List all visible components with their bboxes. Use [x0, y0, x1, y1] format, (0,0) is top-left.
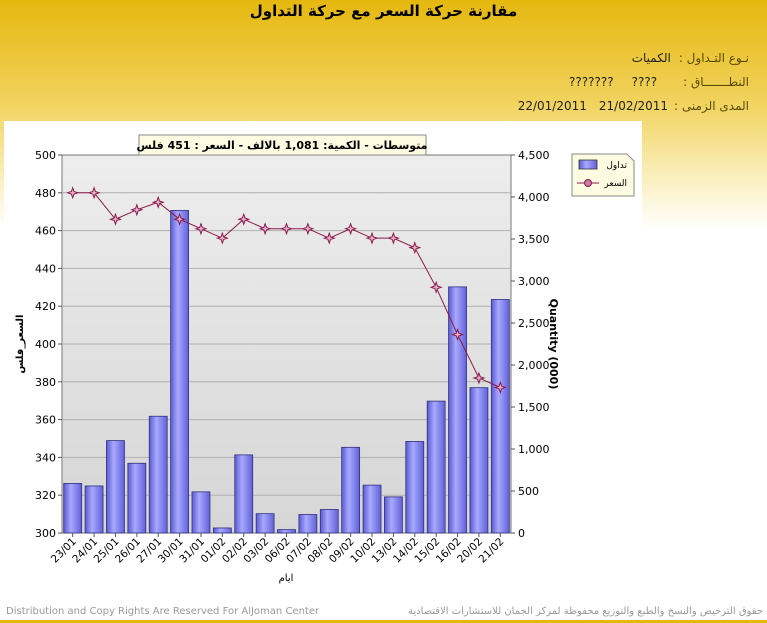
quantity-bar — [277, 529, 296, 534]
left-axis-label: السعر_فلس — [15, 315, 26, 374]
right-tick-label: 2,500 — [518, 317, 550, 330]
price-point — [173, 212, 187, 226]
chart-title-box: متوسطات - الكمية: 1,081 بالالف - السعر :… — [137, 134, 428, 156]
price-point — [344, 222, 358, 236]
right-tick-label: 4,000 — [518, 191, 550, 204]
legend-price-label: السعر — [603, 179, 627, 189]
left-tick-label: 300 — [35, 527, 56, 540]
price-point — [472, 371, 486, 385]
period-to: 21/02/2011 — [598, 99, 669, 113]
price-point — [151, 195, 165, 209]
price-point — [365, 231, 379, 245]
period-label: المدى الزمنى : — [674, 99, 749, 113]
price-point — [237, 212, 251, 226]
x-axis-label: ايام — [279, 573, 294, 584]
left-tick-label: 320 — [35, 489, 56, 502]
footer-copyright-ar: حقوق الترخيص والنسخ والطبع والتوزيع محفو… — [407, 606, 763, 617]
left-axis-ticks: 300 320 340 360 380 400 420 440 460 480 500 — [35, 149, 62, 540]
legend-item-price: السعر — [577, 179, 627, 189]
quantity-bar — [84, 485, 104, 534]
right-axis-label: Quantity (000) — [547, 299, 560, 390]
price-point — [66, 186, 80, 200]
left-tick-label: 440 — [35, 262, 56, 275]
price-point — [301, 222, 315, 236]
legend-quantity-label: تداول — [606, 161, 627, 171]
chart-panel: 300 320 340 360 380 400 420 440 460 480 500 0 500 1,… — [4, 121, 642, 600]
price-point — [130, 203, 144, 217]
quantity-bar — [127, 462, 147, 534]
price-point — [87, 186, 101, 200]
left-tick-label: 340 — [35, 451, 56, 464]
price-line — [66, 186, 507, 394]
price-point — [279, 222, 294, 236]
price-point — [451, 328, 465, 342]
left-tick-label: 380 — [35, 376, 56, 389]
x-axis-ticks: 23/0124/0125/0126/0127/0130/0131/0101/02… — [49, 533, 506, 566]
trading-type-row: نـوع التـداول : الكميات — [632, 51, 749, 65]
quantity-bar — [298, 514, 318, 534]
quantity-bar — [319, 509, 339, 534]
left-tick-label: 360 — [35, 414, 56, 427]
right-tick-label: 500 — [518, 485, 539, 498]
quantity-bar — [384, 496, 403, 534]
quantity-bar — [191, 491, 211, 534]
quantity-bar — [106, 440, 125, 534]
price-point — [386, 231, 400, 245]
sector-value: ???? — [631, 75, 658, 89]
sector-extra: ??????? — [569, 75, 614, 89]
quantity-bar — [448, 286, 467, 534]
footer-divider — [0, 620, 767, 623]
legend-item-quantity: تداول — [578, 159, 627, 171]
chart-legend: تداول السعر — [571, 153, 635, 197]
quantity-bar — [63, 483, 83, 534]
quantity-bar — [148, 415, 168, 534]
quantity-bar — [234, 454, 254, 534]
right-tick-label: 3,000 — [518, 275, 550, 288]
right-tick-label: 1,000 — [518, 443, 550, 456]
right-tick-label: 3,500 — [518, 233, 550, 246]
left-tick-label: 460 — [35, 225, 56, 238]
price-quantity-chart: 300 320 340 360 380 400 420 440 460 480 500 0 500 1,… — [15, 134, 560, 584]
price-point — [194, 222, 208, 236]
right-axis-ticks: 0 500 1,000 1,500 2,000 2,500 3,000 3,500 4,000 4… — [511, 149, 550, 540]
trading-type-label: نـوع التـداول : — [678, 51, 749, 65]
left-tick-label: 420 — [35, 300, 56, 313]
trading-type-value: الكميات — [631, 51, 671, 65]
left-tick-label: 400 — [35, 338, 56, 351]
price-point — [215, 231, 229, 245]
quantity-bar — [490, 299, 510, 534]
price-point — [408, 241, 422, 255]
quantity-bar — [426, 400, 446, 534]
left-tick-label: 480 — [35, 187, 56, 200]
right-tick-label: 0 — [518, 527, 525, 540]
quantity-bar — [469, 387, 489, 534]
right-tick-label: 4,500 — [518, 149, 550, 162]
price-point — [493, 380, 507, 394]
price-point — [429, 280, 443, 294]
sector-row: النطـــــــاق :??????????? — [569, 75, 749, 89]
chart-title: متوسطات - الكمية: 1,081 بالالف - السعر :… — [137, 139, 428, 152]
period-from: 22/01/2011 — [517, 99, 587, 113]
quantity-bar — [170, 210, 189, 534]
price-point — [108, 212, 122, 226]
quantity-bar — [405, 441, 425, 534]
quantity-bar — [341, 446, 361, 534]
sector-label: النطـــــــاق : — [683, 75, 749, 89]
quantity-bar — [212, 527, 232, 534]
right-tick-label: 1,500 — [518, 401, 550, 414]
quantity-bar — [362, 484, 382, 534]
footer-copyright-en: Distribution and Copy Rights Are Reserve… — [6, 606, 320, 617]
page-title: مقارنة حركة السعر مع حركة التداول — [249, 2, 518, 20]
left-tick-label: 500 — [35, 149, 56, 162]
right-tick-label: 2,000 — [518, 359, 550, 372]
quantity-bar — [255, 513, 275, 534]
quantity-bars — [63, 210, 510, 534]
price-point — [258, 222, 272, 236]
period-row: المدى الزمنى : 22/01/2011 21/02/2011 — [518, 99, 749, 113]
price-point — [322, 231, 336, 245]
